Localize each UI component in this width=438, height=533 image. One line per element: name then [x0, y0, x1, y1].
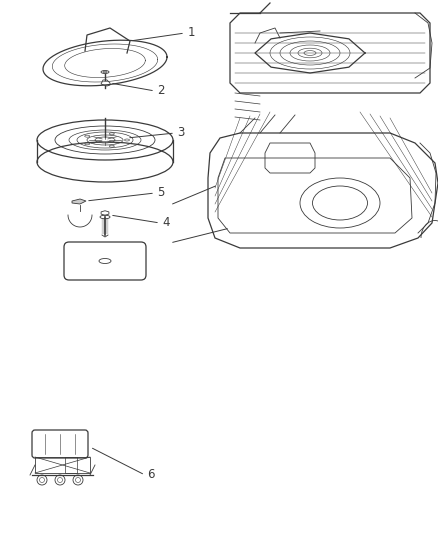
Polygon shape	[72, 199, 86, 204]
Text: 3: 3	[177, 126, 184, 140]
Text: 1: 1	[188, 27, 195, 39]
Text: 5: 5	[157, 187, 164, 199]
Bar	[65, 457, 77, 473]
Text: 2: 2	[157, 85, 165, 98]
Text: 6: 6	[147, 469, 155, 481]
Text: 4: 4	[162, 216, 170, 230]
